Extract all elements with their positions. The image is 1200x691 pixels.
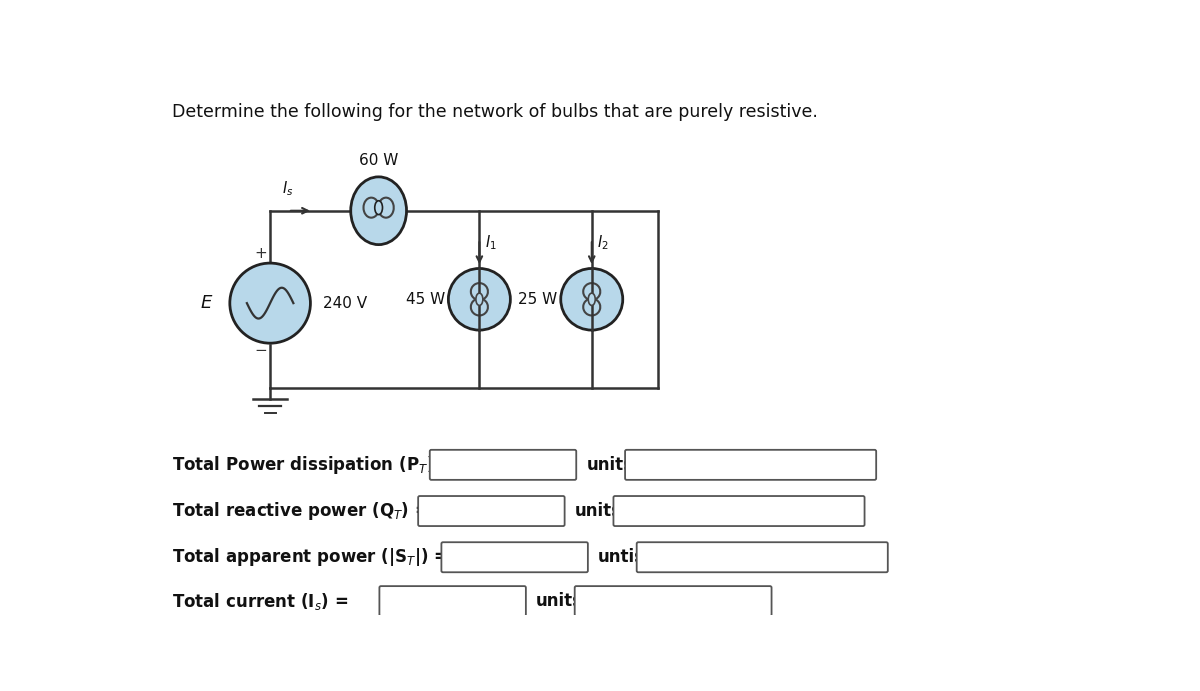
Text: $I_s$: $I_s$ [282,179,293,198]
Ellipse shape [350,177,407,245]
Ellipse shape [374,200,383,215]
Text: 25 W: 25 W [518,292,557,307]
Text: +: + [254,247,268,261]
FancyBboxPatch shape [575,586,772,616]
Text: Total reactive power (Q$_T$) =: Total reactive power (Q$_T$) = [172,500,428,522]
FancyBboxPatch shape [442,542,588,572]
Circle shape [449,269,510,330]
Text: −: − [254,343,268,359]
Text: 60 W: 60 W [359,153,398,168]
Text: Total current (I$_s$) =: Total current (I$_s$) = [172,591,348,612]
Text: Total apparent power (|S$_T$|) =: Total apparent power (|S$_T$|) = [172,547,448,568]
FancyBboxPatch shape [418,496,565,526]
Text: untis: untis [598,548,644,566]
Text: $I_1$: $I_1$ [485,233,497,252]
Text: $I_2$: $I_2$ [598,233,608,252]
Text: Determine the following for the network of bulbs that are purely resistive.: Determine the following for the network … [172,103,817,121]
Text: 240 V: 240 V [323,296,367,311]
FancyBboxPatch shape [637,542,888,572]
Text: 45 W: 45 W [406,292,445,307]
Text: units: units [587,456,634,474]
FancyBboxPatch shape [613,496,864,526]
Text: units: units [536,592,583,610]
FancyBboxPatch shape [625,450,876,480]
FancyBboxPatch shape [430,450,576,480]
Ellipse shape [476,293,482,305]
Circle shape [560,269,623,330]
Text: Total Power dissipation (P$_T$) =: Total Power dissipation (P$_T$) = [172,454,454,476]
Text: units: units [575,502,622,520]
FancyBboxPatch shape [379,586,526,616]
Circle shape [230,263,311,343]
Text: E: E [200,294,212,312]
Ellipse shape [588,293,595,305]
